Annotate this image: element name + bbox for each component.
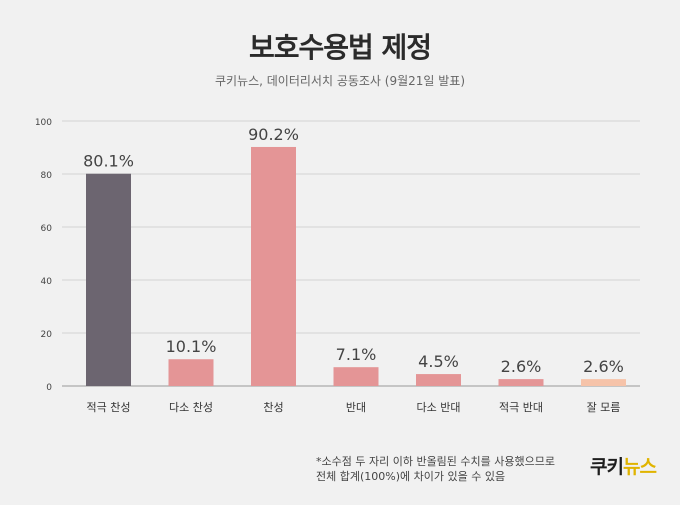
x-tick-label: 잘 모름	[587, 401, 621, 414]
bar-value-label: 10.1%	[166, 337, 217, 356]
bar-value-label: 2.6%	[501, 357, 542, 376]
footnote: *소수점 두 자리 이하 반올림된 수치를 사용했으므로 전체 합계(100%)…	[316, 454, 555, 484]
x-tick-label: 적극 찬성	[87, 400, 131, 414]
x-tick-label: 다소 찬성	[169, 400, 213, 414]
bar	[498, 379, 544, 386]
bar-value-label: 7.1%	[336, 345, 377, 364]
bar	[251, 146, 296, 386]
footnote-line-2: 전체 합계(100%)에 차이가 있을 수 있음	[316, 470, 506, 483]
bar-value-label: 80.1%	[83, 152, 134, 171]
y-tick-label: 100	[35, 118, 52, 128]
y-tick-label: 80	[41, 171, 53, 181]
kukinews-logo: 쿠키뉴스	[590, 452, 657, 479]
bar	[333, 367, 379, 386]
x-tick-label: 반대	[346, 401, 366, 414]
chart-subtitle: 쿠키뉴스, 데이터리서치 공동조사 (9월21일 발표)	[214, 74, 466, 88]
logo-part-2: 뉴스	[622, 456, 657, 478]
x-tick-label: 적극 반대	[499, 401, 543, 414]
x-tick-label: 찬성	[263, 400, 283, 414]
footnote-line-1: *소수점 두 자리 이하 반올림된 수치를 사용했으므로	[316, 455, 555, 468]
bar-value-label: 2.6%	[583, 357, 624, 376]
bar	[581, 379, 626, 386]
y-tick-label: 40	[41, 277, 53, 287]
x-tick-label: 다소 반대	[417, 401, 461, 414]
logo-part-1: 쿠키	[590, 456, 624, 478]
bar	[416, 374, 461, 386]
bar-value-label: 90.2%	[248, 125, 299, 144]
y-tick-label: 0	[46, 383, 52, 393]
y-tick-label: 60	[41, 224, 53, 234]
bar-value-label: 4.5%	[418, 352, 459, 371]
bar	[168, 359, 214, 386]
y-tick-label: 20	[41, 330, 53, 340]
chart-title: 보호수용법 제정	[248, 31, 432, 64]
bar	[86, 173, 131, 386]
